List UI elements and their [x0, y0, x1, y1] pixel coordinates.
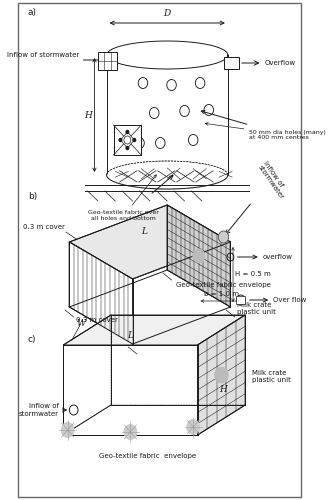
Text: H: H — [219, 386, 227, 394]
Text: Over flow: Over flow — [273, 297, 306, 303]
Circle shape — [133, 138, 135, 141]
Text: b): b) — [28, 192, 37, 201]
Text: Geo-textile fabric envelope: Geo-textile fabric envelope — [176, 282, 271, 288]
Bar — [236, 296, 245, 304]
Circle shape — [61, 422, 75, 438]
Polygon shape — [69, 205, 230, 279]
Polygon shape — [107, 175, 228, 189]
Polygon shape — [69, 242, 132, 344]
Text: 0.3 m cover: 0.3 m cover — [23, 224, 65, 230]
Circle shape — [126, 130, 129, 134]
Text: a): a) — [28, 8, 37, 17]
Bar — [98, 52, 117, 70]
Text: Geo-textile fabric over
all holes and bottom: Geo-textile fabric over all holes and bo… — [89, 175, 159, 221]
Text: L: L — [141, 228, 147, 236]
Polygon shape — [167, 205, 230, 307]
Text: Inflow of stormwater: Inflow of stormwater — [7, 52, 79, 58]
Text: Inflow of
stormwater: Inflow of stormwater — [256, 160, 290, 200]
Circle shape — [214, 367, 228, 383]
Text: 0.3 m cover: 0.3 m cover — [76, 317, 118, 323]
Circle shape — [126, 146, 129, 150]
Text: H: H — [84, 110, 92, 120]
Text: D: D — [164, 9, 171, 18]
Text: c): c) — [28, 335, 36, 344]
Bar — [114, 125, 141, 155]
Circle shape — [218, 231, 229, 243]
Polygon shape — [198, 315, 245, 435]
Text: Geo-textile fabric  envelope: Geo-textile fabric envelope — [99, 453, 196, 459]
Bar — [223, 57, 239, 69]
Polygon shape — [63, 345, 198, 435]
Text: overflow: overflow — [263, 254, 292, 260]
Polygon shape — [121, 132, 134, 148]
Text: b = 1.0 m: b = 1.0 m — [204, 291, 239, 297]
Text: Milk crate
plastic unit: Milk crate plastic unit — [237, 302, 276, 315]
Text: H = 0.5 m: H = 0.5 m — [235, 272, 271, 278]
Text: 50 mm dia holes (many)
at 400 mm centres: 50 mm dia holes (many) at 400 mm centres — [206, 122, 326, 140]
Polygon shape — [63, 315, 245, 345]
Text: Overflow: Overflow — [264, 60, 295, 66]
Text: L: L — [127, 330, 133, 340]
Circle shape — [124, 424, 137, 440]
Circle shape — [119, 138, 122, 141]
Text: Inflow of
stormwater: Inflow of stormwater — [19, 404, 59, 416]
Text: Milk crate
plastic unit: Milk crate plastic unit — [252, 370, 291, 383]
Bar — [107, 55, 228, 175]
Text: W: W — [76, 319, 86, 328]
Circle shape — [193, 249, 205, 263]
Circle shape — [186, 419, 200, 435]
